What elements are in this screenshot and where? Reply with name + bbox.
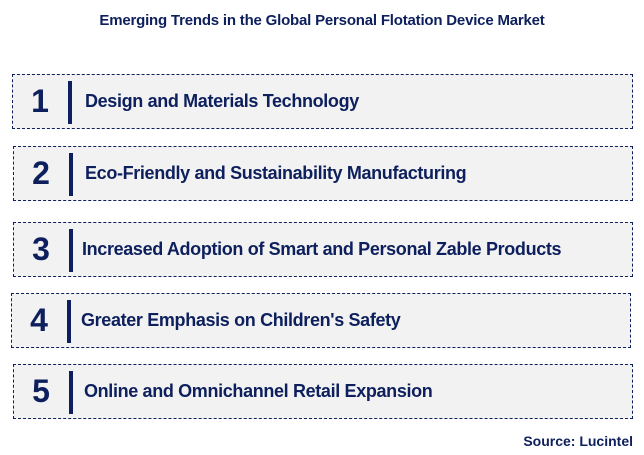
divider-bar xyxy=(68,81,72,124)
source-credit: Source: Lucintel xyxy=(523,433,633,449)
trend-number: 1 xyxy=(31,83,49,119)
trend-item-3: 3 Increased Adoption of Smart and Person… xyxy=(13,222,633,277)
divider-bar xyxy=(69,153,73,196)
diagram-title: Emerging Trends in the Global Personal F… xyxy=(99,12,545,29)
divider-bar xyxy=(69,371,73,414)
trend-item-4: 4 Greater Emphasis on Children's Safety xyxy=(11,293,631,348)
trend-label: Increased Adoption of Smart and Personal… xyxy=(82,239,562,259)
trend-label: Greater Emphasis on Children's Safety xyxy=(81,310,401,330)
trend-label: Design and Materials Technology xyxy=(85,91,359,111)
divider-bar xyxy=(69,229,73,272)
trend-item-5: 5 Online and Omnichannel Retail Expansio… xyxy=(13,364,633,419)
trend-item-1: 1 Design and Materials Technology xyxy=(12,74,633,129)
divider-bar xyxy=(67,300,71,343)
trend-number: 2 xyxy=(32,155,50,191)
trend-number: 5 xyxy=(32,373,50,409)
trend-label: Online and Omnichannel Retail Expansion xyxy=(84,381,433,401)
trend-number: 3 xyxy=(32,231,50,267)
trend-label: Eco-Friendly and Sustainability Manufact… xyxy=(85,163,467,183)
trend-item-2: 2 Eco-Friendly and Sustainability Manufa… xyxy=(13,146,633,201)
trend-number: 4 xyxy=(30,302,48,338)
